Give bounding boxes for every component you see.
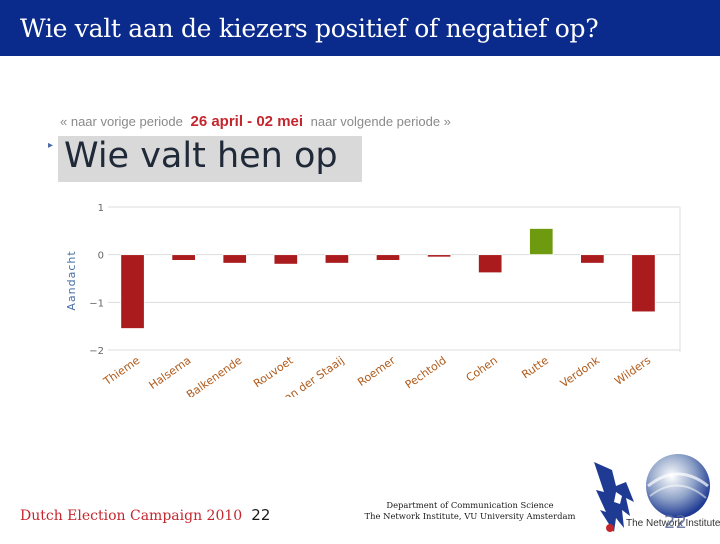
y-tick-label: −2 [89,346,104,357]
x-tick-label: Halsema [147,354,194,392]
bar [580,254,605,264]
y-tick-label: 1 [98,203,104,214]
bullet-icon: ▸ [48,140,54,151]
bar [324,254,350,264]
next-period-link[interactable]: naar volgende periode » [310,114,451,129]
slide-title: Wie valt aan de kiezers positief of nega… [20,14,599,43]
bar [273,254,298,265]
institute-line: The Network Institute, VU University Ams… [364,511,576,521]
x-tick-label: Rutte [519,354,551,382]
chart-heading-box: Wie valt hen op [58,136,362,182]
network-sphere-icon [646,454,710,518]
current-period-label: 26 april - 02 mei [190,113,304,130]
title-bar: Wie valt aan de kiezers positief of nega… [0,0,720,56]
x-tick-label: Thieme [100,354,142,389]
x-tick-label: Wilders [612,354,653,388]
bar [426,254,452,258]
x-tick-label: Roemer [355,354,398,389]
footer-affiliation: Department of Communication Science The … [362,500,578,522]
page-number: 22 [251,506,271,524]
x-tick-label: Rouvoet [251,353,296,390]
bar [120,254,145,329]
bar [222,254,247,264]
bar [631,254,656,313]
x-tick-label: Balkenende [184,354,245,397]
bar [529,228,554,256]
previous-period-link[interactable]: « naar vorige periode [60,114,183,129]
y-tick-label: 0 [98,251,104,262]
network-institute-logo: The Network Institute 22 [586,452,720,540]
y-axis-label: Aandacht [65,250,78,310]
x-tick-label: Verdonk [558,353,603,390]
logo-label: The Network Institute [626,518,720,529]
bar [478,254,503,274]
chart-title: Wie valt hen op [64,136,338,176]
logo-page-number: 22 [664,512,687,533]
period-navigation: « naar vorige periode 26 april - 02 mei … [60,113,451,130]
x-tick-label: Pechtold [403,354,449,392]
x-tick-label: Cohen [464,354,500,385]
bar [375,254,401,261]
footer-campaign: Dutch Election Campaign 2010 22 [20,505,270,524]
y-tick-label: −1 [89,298,104,309]
department-line: Department of Communication Science [386,500,554,510]
bar [171,254,196,261]
griffin-icon [594,462,634,532]
campaign-label: Dutch Election Campaign 2010 [20,508,243,524]
